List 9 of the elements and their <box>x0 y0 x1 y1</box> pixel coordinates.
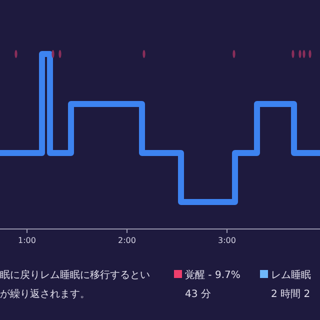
text: レム睡眠 <box>271 269 311 281</box>
text: 2 時間 2 <box>271 288 310 300</box>
x-tick-label: 3:00 <box>218 236 236 245</box>
text: 43 分 <box>185 288 211 300</box>
text: 覚醒 - 9.7% <box>185 269 240 281</box>
text: が繰り返されます。 <box>0 288 90 300</box>
x-tick-label: 2:00 <box>118 236 136 245</box>
x-tick-label: 1:00 <box>18 236 36 245</box>
text: 眠に戻りレム睡眠に移行するとい <box>0 269 150 281</box>
